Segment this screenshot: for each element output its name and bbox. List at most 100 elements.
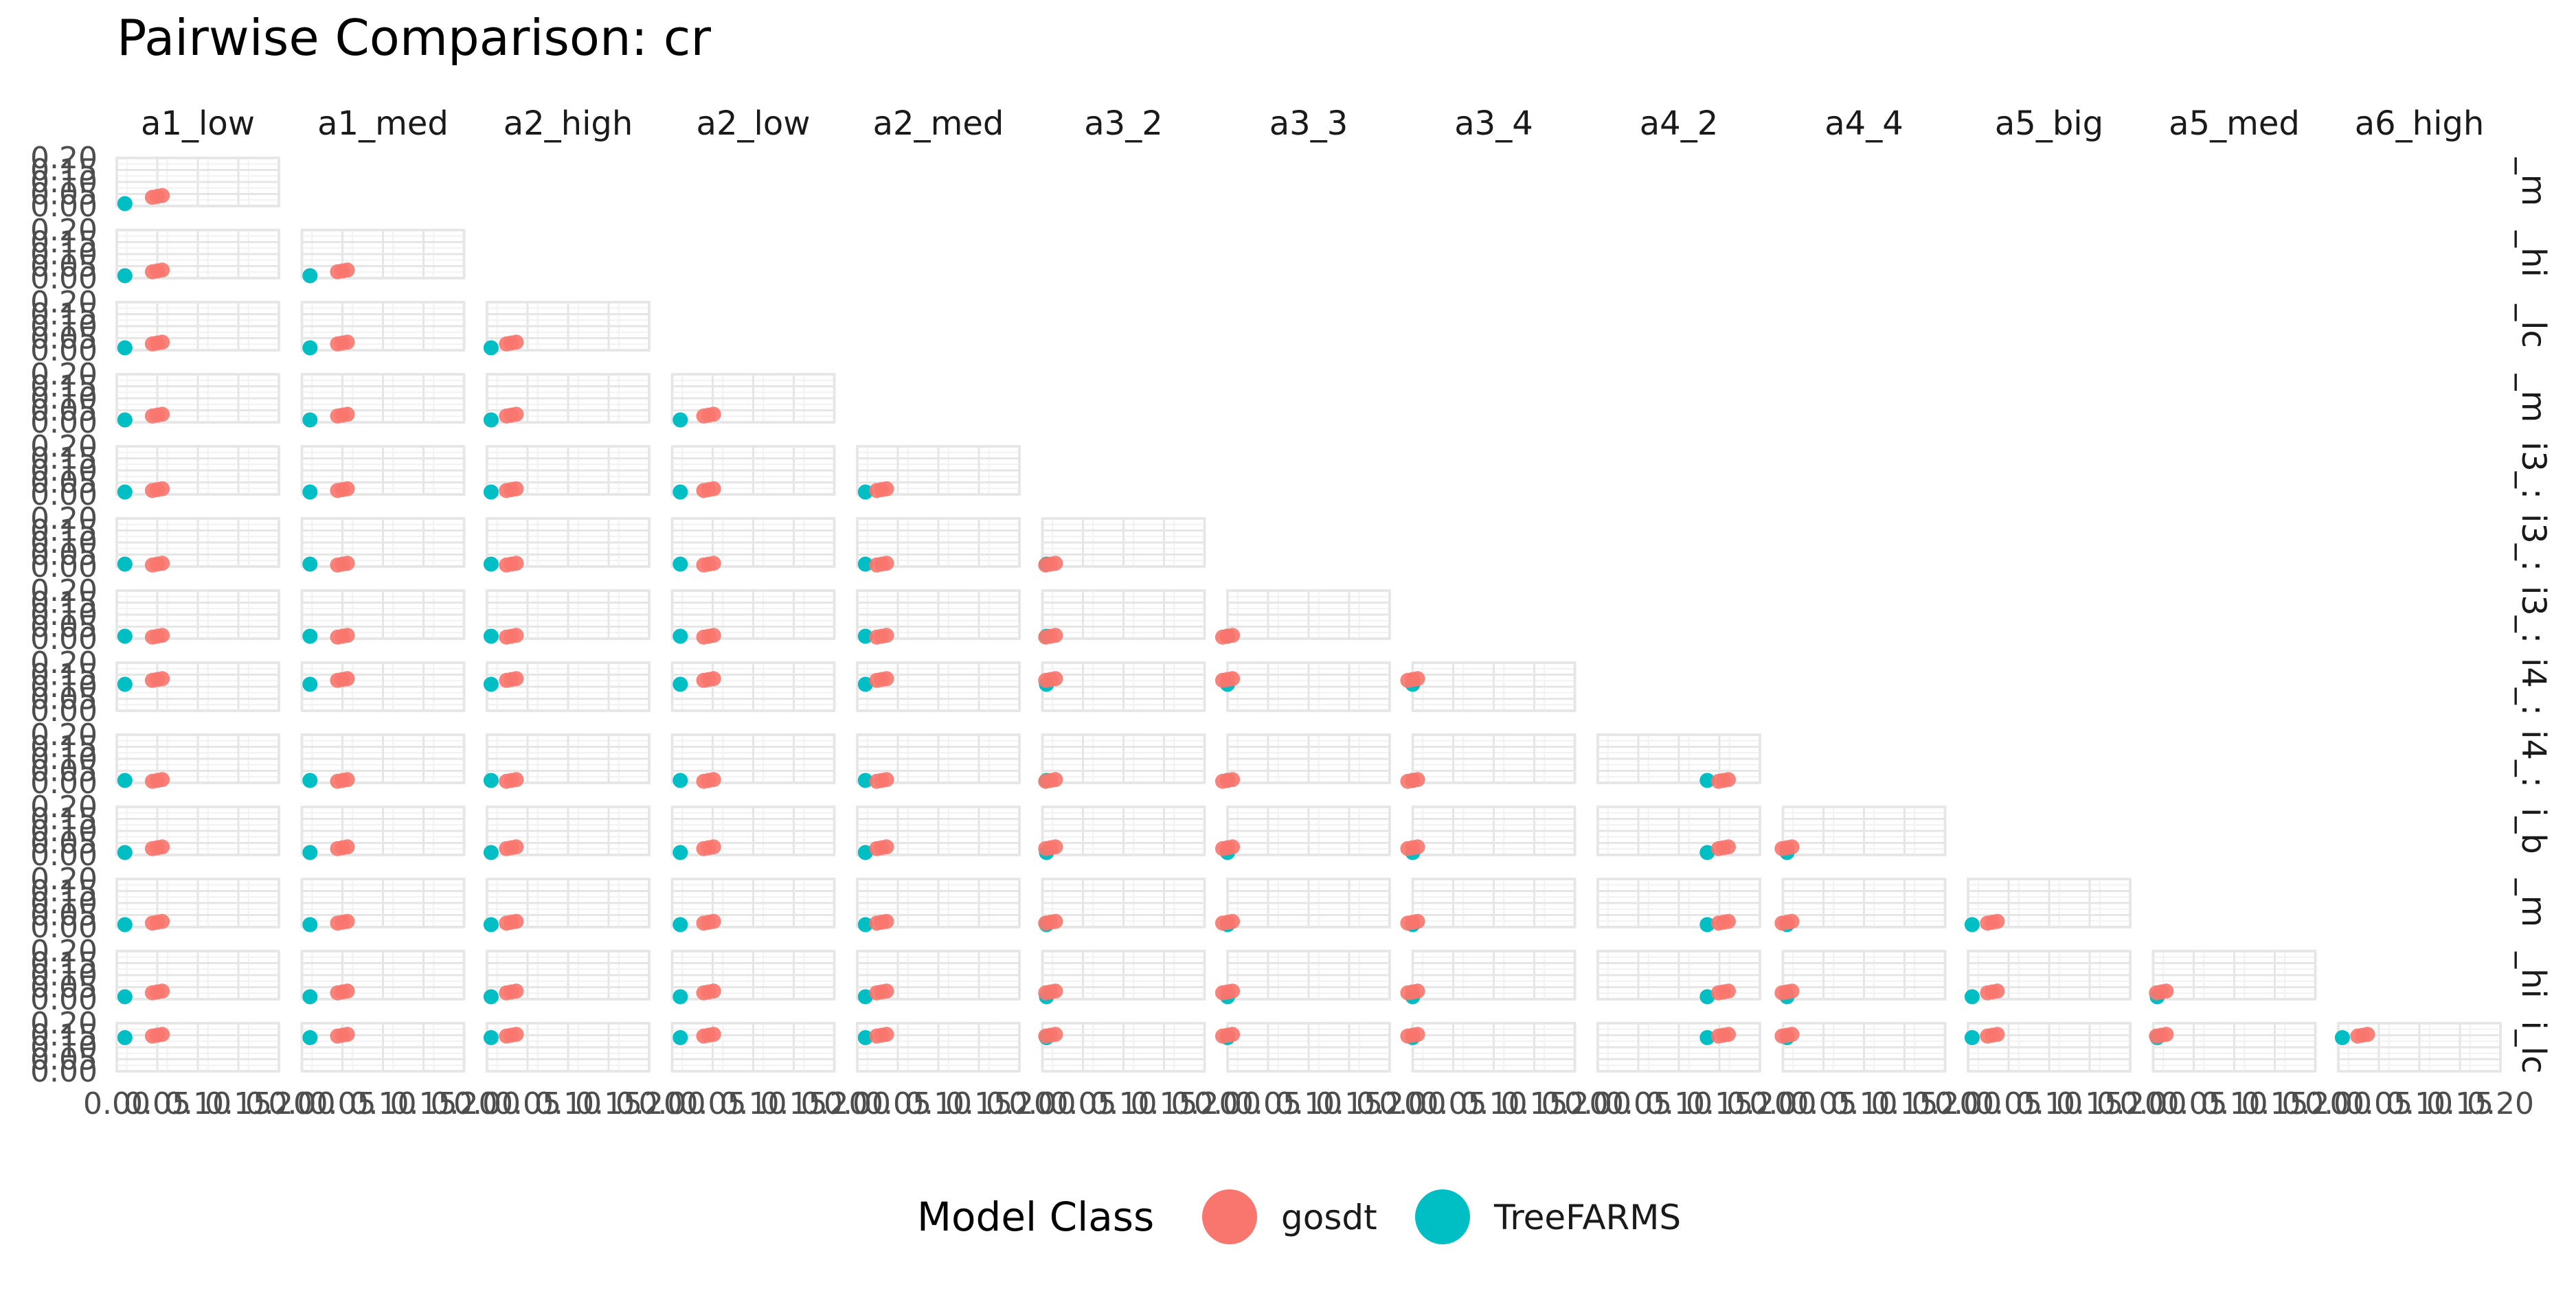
point-gosdt [508,913,524,929]
y-tick-label: 0.00 [30,982,98,1017]
row-label: i4_: [2514,730,2553,788]
panel-r10-c4 [856,878,1021,933]
panel-r9-c2 [483,806,651,860]
point-gosdt [155,839,170,855]
y-tick-label: 0.20 [30,213,98,248]
panel-r8-c0 [115,733,280,789]
point-gosdt [508,671,524,687]
point-treefarms [302,989,318,1005]
point-treefarms [117,917,133,933]
point-gosdt [2158,983,2174,999]
point-gosdt [339,262,355,278]
column-label-a5_med: a5_med [2169,104,2300,143]
y-tick-label: 0.05 [30,682,98,717]
point-gosdt [1410,913,1425,929]
x-tick-label: 0.05 [1050,1086,1117,1121]
point-gosdt [1225,1027,1241,1042]
panel-r2-c0 [115,301,280,356]
y-tick-label: 0.15 [30,153,98,188]
column-label-a1_med: a1_med [317,104,449,143]
panel-r7-c3 [670,661,836,712]
point-treefarms [483,773,499,788]
panel-r11-c10 [1964,950,2132,1005]
point-gosdt [1989,913,2005,929]
panel-r5-c4 [856,517,1021,573]
x-tick-label: 0.20 [1541,1086,1609,1121]
x-tick-label: 0.15 [2056,1086,2123,1121]
y-tick-label: 0.20 [30,718,98,753]
y-tick-label: 0.00 [30,333,98,368]
x-tick-label: 0.20 [2467,1086,2534,1121]
y-tick-label: 0.20 [30,285,98,320]
panel-r9-c9 [1774,806,1947,860]
y-tick-label: 0.10 [30,309,98,344]
point-gosdt [508,334,524,350]
panel-r6-c5 [1038,589,1206,645]
point-treefarms [1699,773,1715,788]
y-tick-label: 0.10 [30,453,98,488]
panel-r3-c3 [670,373,836,428]
point-treefarms [302,340,318,356]
point-treefarms [673,556,688,572]
x-tick-label: 0.15 [2241,1086,2309,1121]
panel-r1-c1 [300,229,466,284]
panel-r7-c7 [1400,661,1577,712]
x-tick-label: 0.00 [269,1086,336,1121]
point-gosdt [508,983,524,999]
point-treefarms [117,412,133,428]
panel-r11-c1 [300,950,466,1005]
x-tick-label: 0.05 [1605,1086,1672,1121]
chart-title: Pairwise Comparison: cr [117,9,711,67]
point-treefarms [117,628,133,644]
column-label-a1_low: a1_low [141,104,255,143]
panel-r8-c2 [483,733,651,789]
y-tick-label: 0.20 [30,357,98,392]
column-label-a3_3: a3_3 [1269,104,1348,143]
panel-r12-c4 [856,1022,1021,1073]
panel-r10-c2 [483,878,651,933]
panel-r0-c0 [115,157,280,212]
panel-r11-c11 [2149,950,2317,1005]
x-tick-label: 0.10 [1275,1086,1342,1121]
point-gosdt [879,772,894,788]
point-treefarms [673,773,688,788]
x-tick-label: 0.15 [945,1086,1013,1121]
x-tick-label: 0.05 [2345,1086,2413,1121]
y-tick-label: 0.05 [30,321,98,356]
row-label: _m [2514,374,2553,423]
point-gosdt [155,628,170,643]
column-label-a5_big: a5_big [1995,104,2103,143]
panel-r5-c0 [115,517,280,573]
panel-r10-c1 [300,878,466,933]
y-tick-label: 0.20 [30,646,98,681]
point-gosdt [1048,628,1063,643]
point-treefarms [857,628,873,644]
x-tick-label: 0.15 [390,1086,457,1121]
y-tick-label: 0.05 [30,466,98,501]
point-treefarms [857,773,873,788]
x-tick-label: 0.00 [1934,1086,2002,1121]
point-treefarms [1964,1030,1980,1045]
panel-r3-c0 [115,373,280,428]
panel-r8-c5 [1038,733,1206,789]
panel-r12-c3 [670,1022,836,1073]
y-tick-label: 0.15 [30,946,98,981]
panel-r12-c0 [115,1022,280,1073]
point-gosdt [705,839,721,855]
point-gosdt [1720,772,1736,788]
x-tick-label: 0.10 [350,1086,417,1121]
panel-r6-c6 [1214,589,1391,645]
point-gosdt [1048,983,1063,999]
point-gosdt [705,481,721,496]
panel-r6-c2 [483,589,651,645]
point-gosdt [1048,556,1063,571]
y-tick-label: 0.15 [30,658,98,693]
panel-r5-c1 [300,517,466,573]
panel-r4-c4 [856,445,1021,500]
y-tick-label: 0.00 [30,1054,98,1089]
point-gosdt [1784,839,1800,855]
y-tick-label: 0.20 [30,501,98,536]
x-tick-label: 0.05 [2160,1086,2228,1121]
panel-r4-c2 [483,445,651,500]
point-gosdt [2158,1027,2174,1042]
